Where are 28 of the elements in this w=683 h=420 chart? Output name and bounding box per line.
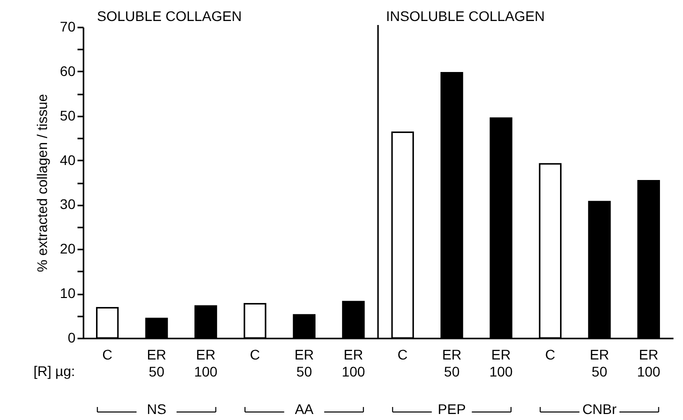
x-tick-label: C — [102, 346, 112, 362]
y-tick-label: 60 — [60, 62, 76, 79]
text: SOLUBLE COLLAGEN — [97, 8, 242, 24]
x-tick-label: C — [398, 346, 408, 362]
x-tick-label: ER 50 — [294, 346, 314, 380]
y-axis-title: % extracted collagen / tissue — [34, 94, 50, 272]
y-tick-label: 0 — [68, 330, 76, 346]
text: AA — [294, 401, 314, 417]
y-tick-label: 10 — [60, 285, 76, 302]
x-tick-label: ER 100 — [636, 346, 661, 380]
text: [R] µg: — [33, 363, 75, 379]
text: CNBr — [582, 401, 617, 417]
x-tick-label: ER 50 — [442, 346, 462, 380]
x-tick-label: C — [545, 346, 556, 362]
x-tick-label: ER 50 — [146, 346, 166, 380]
x-tick-label: ER 100 — [489, 346, 513, 380]
x-tick-label: ER 50 — [590, 346, 610, 380]
text: PEP — [438, 401, 466, 417]
y-tick-label: 20 — [60, 240, 76, 257]
y-tick-label: 50 — [60, 107, 76, 124]
text: INSOLUBLE COLLAGEN — [386, 8, 545, 24]
x-tick-label: ER 100 — [194, 346, 218, 380]
y-tick-label: 30 — [60, 196, 76, 212]
y-tick-label: 40 — [60, 152, 76, 168]
y-tick-label: 70 — [60, 18, 76, 34]
x-tick-label: ER 100 — [342, 346, 366, 380]
text: NS — [146, 401, 166, 417]
x-tick-label: C — [250, 346, 260, 362]
